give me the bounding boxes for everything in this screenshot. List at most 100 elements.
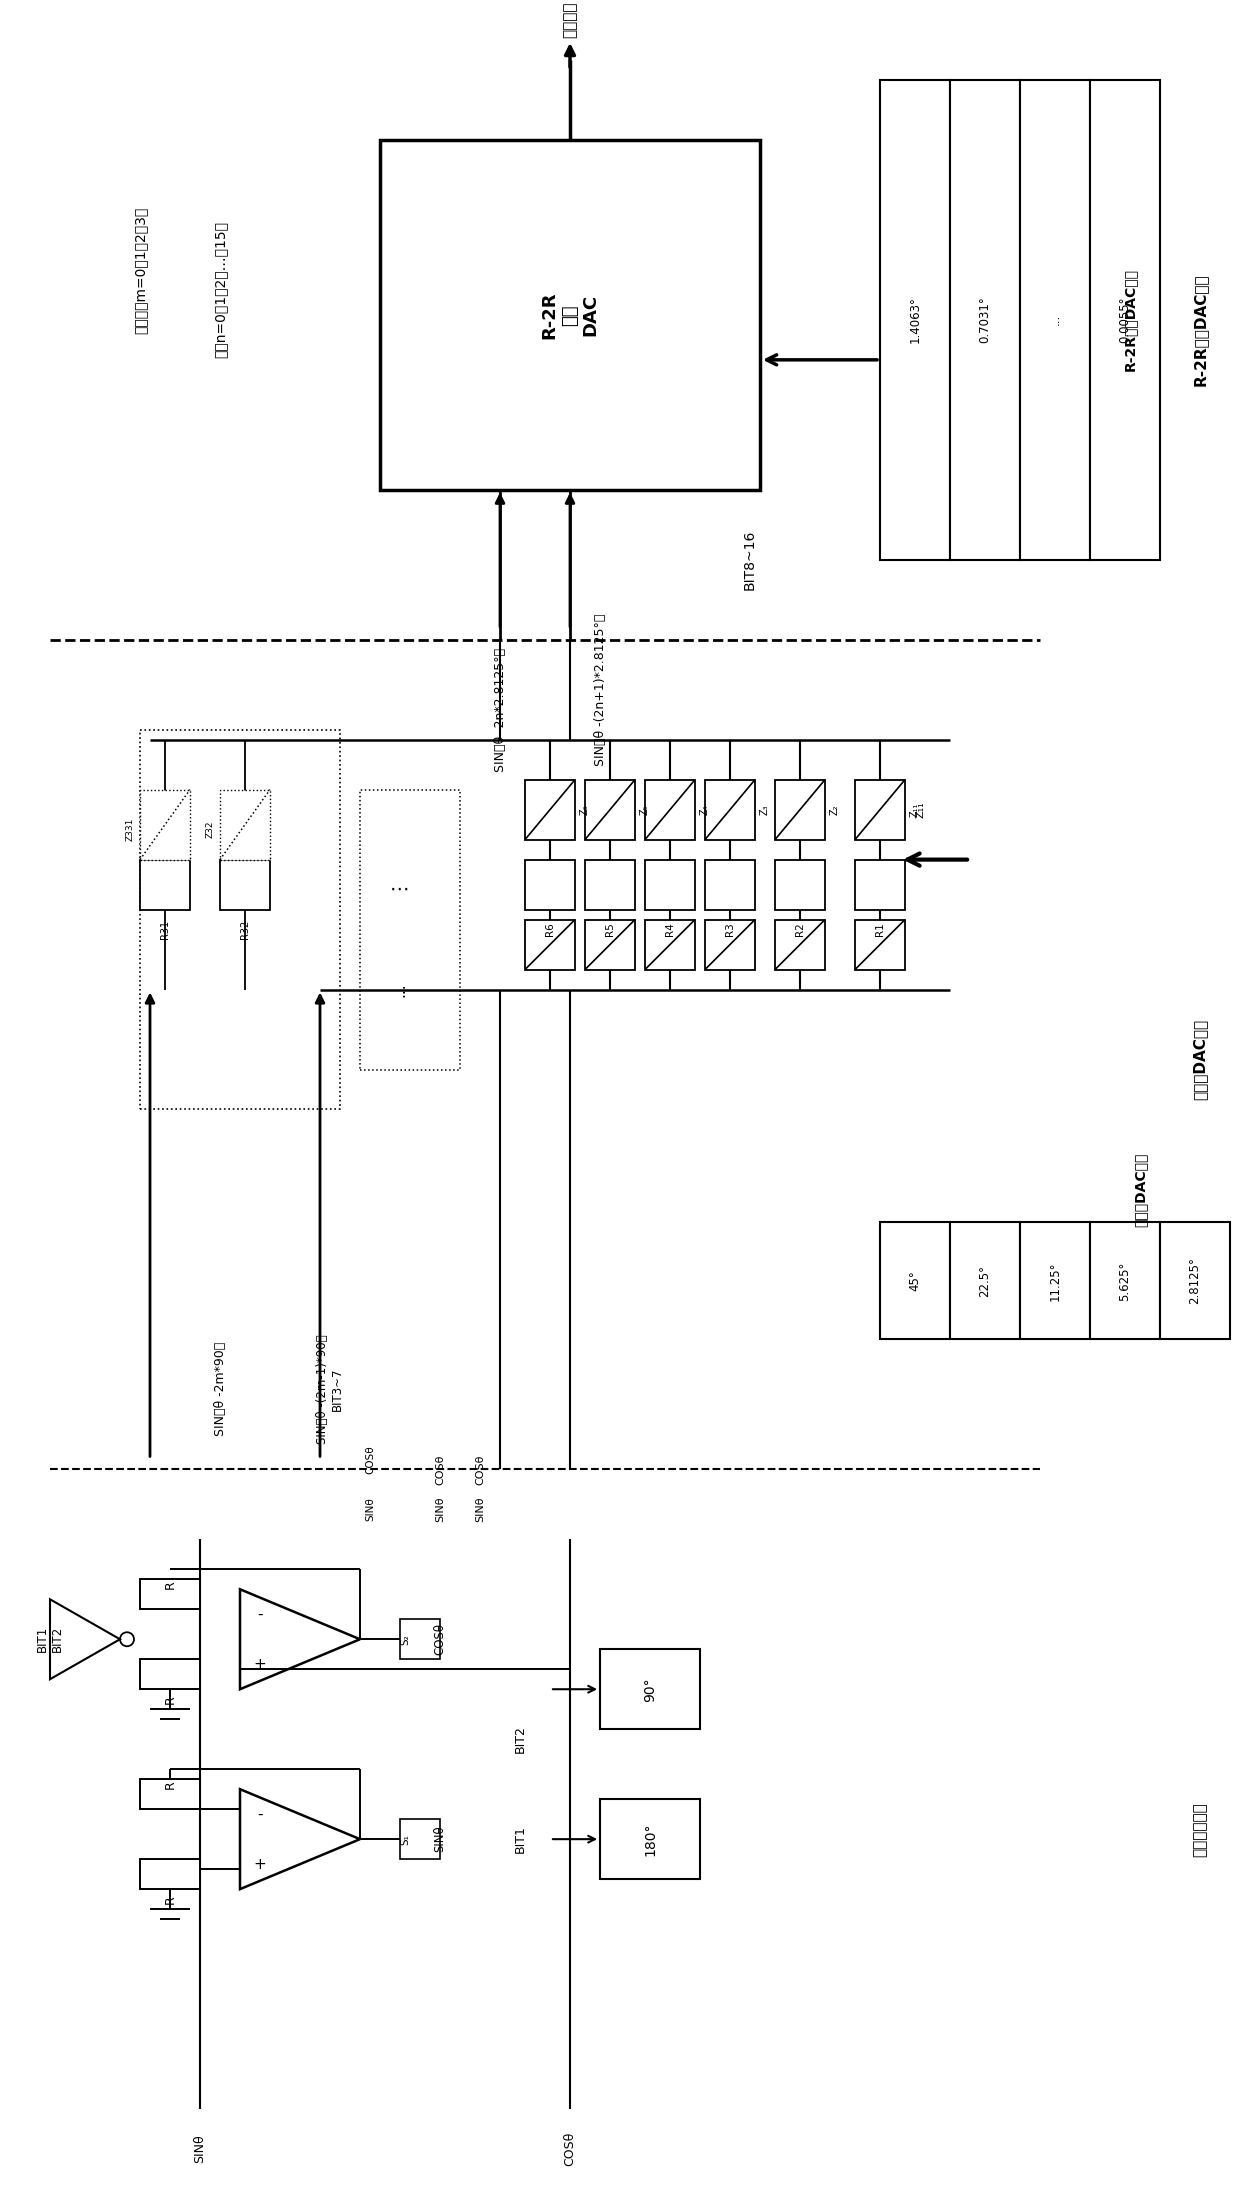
Bar (360, 790, 460, 1070)
Bar (1159, 1221, 1230, 1340)
Bar (645, 919, 694, 970)
Text: R3: R3 (725, 924, 735, 937)
Text: 2.8125°: 2.8125° (1188, 1256, 1202, 1305)
Bar (219, 860, 270, 911)
Text: 0.7031°: 0.7031° (978, 296, 992, 344)
Text: Z₂: Z₂ (830, 803, 839, 814)
Text: Z₃: Z₃ (760, 803, 770, 814)
Text: COSθ: COSθ (365, 1445, 374, 1473)
Bar (525, 919, 575, 970)
Bar (950, 1221, 1021, 1340)
Text: Z₅: Z₅ (640, 803, 650, 814)
Text: 5.625°: 5.625° (1118, 1261, 1131, 1300)
Text: 1.4063°: 1.4063° (909, 296, 921, 344)
Bar (140, 1858, 200, 1889)
Bar (140, 790, 190, 860)
Bar (856, 779, 905, 841)
Text: 45°: 45° (909, 1270, 921, 1292)
Text: 180°: 180° (644, 1823, 657, 1856)
Bar (706, 860, 755, 911)
Text: R-2R线性DAC电路: R-2R线性DAC电路 (1123, 269, 1137, 372)
Bar (856, 860, 905, 911)
Text: COSθ: COSθ (563, 2132, 577, 2167)
Text: R1: R1 (875, 924, 885, 937)
Text: BIT2: BIT2 (513, 1725, 527, 1753)
Text: ⋯: ⋯ (391, 880, 409, 900)
Text: R32: R32 (241, 919, 250, 939)
Bar (525, 860, 575, 911)
Text: SINθ: SINθ (193, 2134, 207, 2163)
Bar (140, 1578, 200, 1609)
Text: SIN（θ -2m*90）: SIN（θ -2m*90） (213, 1342, 227, 1436)
Text: COSθ: COSθ (434, 1624, 446, 1655)
Bar (645, 860, 694, 911)
Text: COSθ: COSθ (435, 1453, 445, 1484)
Text: BIT8~16: BIT8~16 (743, 530, 756, 589)
Bar (706, 919, 755, 970)
Bar (140, 860, 190, 911)
Bar (379, 140, 760, 490)
Bar (775, 860, 825, 911)
Text: R-2R
线性
DAC: R-2R 线性 DAC (541, 291, 600, 339)
Text: 非线性DAC电路: 非线性DAC电路 (1133, 1151, 1147, 1226)
Text: -: - (257, 1806, 263, 1821)
Bar (645, 779, 694, 841)
Text: 注：其中m=0、1、2、3。: 注：其中m=0、1、2、3。 (133, 206, 148, 333)
Bar (775, 919, 825, 970)
Text: SIN（θ -2n*2.8125°）: SIN（θ -2n*2.8125°） (494, 648, 506, 773)
Text: R2: R2 (795, 924, 805, 937)
Text: COSθ: COSθ (475, 1453, 485, 1484)
Text: R31: R31 (160, 919, 170, 939)
Bar (525, 779, 575, 841)
Text: 22.5°: 22.5° (978, 1265, 992, 1296)
Text: +: + (254, 1657, 267, 1672)
Bar (140, 1780, 200, 1808)
Text: Z₁₁: Z₁₁ (910, 803, 920, 816)
Text: R4: R4 (665, 924, 675, 937)
Bar (880, 81, 950, 560)
Text: -: - (257, 1607, 263, 1622)
Bar (401, 1819, 440, 1858)
Text: Z₁₁: Z₁₁ (915, 801, 925, 819)
Text: R: R (164, 1580, 176, 1589)
Text: R-2R线性DAC电路: R-2R线性DAC电路 (1193, 274, 1208, 385)
Bar (140, 729, 340, 1110)
Text: 其中n=0、1、2、…、15。: 其中n=0、1、2、…、15。 (213, 221, 227, 359)
Bar (600, 1648, 701, 1729)
Bar (1090, 81, 1159, 560)
Text: ...: ... (1049, 315, 1061, 326)
Text: 0.0055°: 0.0055° (1118, 296, 1131, 344)
Bar (585, 779, 635, 841)
Text: Z32: Z32 (206, 821, 215, 838)
Bar (140, 1659, 200, 1690)
Bar (880, 1221, 950, 1340)
Text: 非线性DAC电路: 非线性DAC电路 (1193, 1018, 1208, 1101)
Text: 误差电压: 误差电压 (563, 2, 578, 37)
Text: ...: ... (393, 983, 408, 996)
Text: Z331: Z331 (125, 819, 134, 841)
Text: SIN（θ -(2n+1)*2.8125°）: SIN（θ -(2n+1)*2.8125°） (594, 613, 606, 766)
Text: BIT1: BIT1 (513, 1826, 527, 1854)
Text: Z₄: Z₄ (701, 803, 711, 814)
Bar (950, 81, 1021, 560)
Bar (856, 919, 905, 970)
Bar (600, 1799, 701, 1878)
Text: 11.25°: 11.25° (1049, 1261, 1061, 1300)
Text: BIT1
BIT2: BIT1 BIT2 (36, 1626, 64, 1653)
Text: S₂: S₂ (401, 1633, 410, 1644)
Text: SINθ: SINθ (475, 1497, 485, 1521)
Bar (585, 860, 635, 911)
Text: R6: R6 (546, 924, 556, 937)
Bar (1090, 1221, 1159, 1340)
Text: Z₆: Z₆ (580, 803, 590, 814)
Text: SINθ: SINθ (365, 1497, 374, 1521)
Text: +: + (254, 1856, 267, 1872)
Text: SINθ: SINθ (434, 1826, 446, 1852)
Bar (219, 790, 270, 860)
Text: SIN（θ -(2m-1)*90）
BIT3~7: SIN（θ -(2m-1)*90） BIT3~7 (316, 1335, 343, 1445)
Text: 90°: 90° (644, 1677, 657, 1701)
Bar (585, 919, 635, 970)
Text: 象限选择电路: 象限选择电路 (1193, 1802, 1208, 1856)
Text: R5: R5 (605, 924, 615, 937)
Text: R: R (164, 1896, 176, 1904)
